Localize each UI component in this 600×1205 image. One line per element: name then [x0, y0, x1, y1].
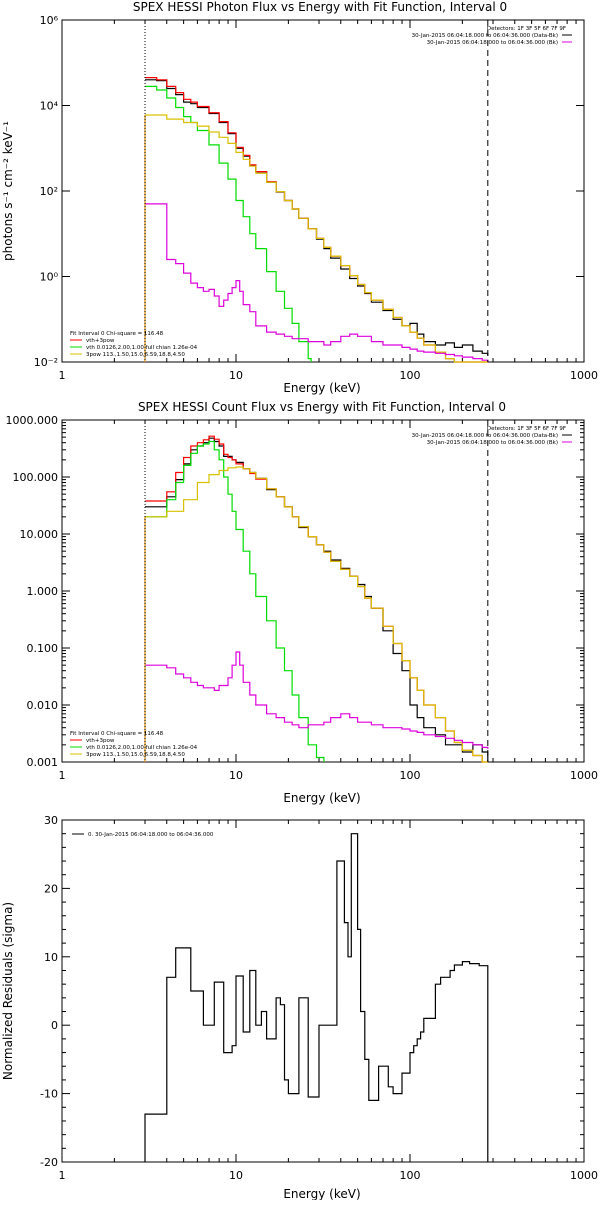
x-tick-label: 1000 [570, 1169, 598, 1182]
x-tick-label: 1000 [570, 369, 598, 382]
legend-bottom: Fit Interval 0 Chi-square = 116.48 vth+3… [70, 731, 198, 758]
y-tick-label: 20 [44, 882, 58, 895]
legend-entry-data-bk: 30-Jan-2015 06:04:18.000 to 06:04:36.000… [412, 433, 558, 439]
energy-range-markers [144, 20, 489, 362]
series-red-line [145, 435, 488, 763]
x-tick-label: 10 [229, 369, 243, 382]
y-tick-label: 10 [44, 951, 58, 964]
y-axis-label: Normalized Residuals (sigma) [1, 902, 15, 1080]
series-green-line [145, 440, 325, 762]
series-red-line [145, 77, 488, 363]
series-magenta-line [145, 651, 489, 749]
legend-entry-vth: vth 0.0126,2.00,1.00 full chian 1.26e-04 [86, 345, 198, 351]
x-tick-label: 1 [59, 769, 66, 782]
series-group [144, 435, 489, 763]
y-tick-labels: 10⁻² 10⁰ 10² 10⁴ 10⁶ [34, 14, 584, 369]
series-green-line [145, 85, 312, 362]
count-flux-title: SPEX HESSI Count Flux vs Energy with Fit… [138, 400, 506, 414]
legend-entry-3pow: 3pow 113.,1.50,15.0,6.59,18.8,4.50 [86, 352, 185, 358]
x-axis-label: Energy (keV) [283, 1187, 360, 1200]
series-black-line [145, 79, 489, 356]
count-flux-panel: SPEX HESSI Count Flux vs Energy with Fit… [6, 400, 599, 805]
legend-entry-3pow: 3pow 113.,1.50,15.0,6.59,18.8,4.50 [86, 752, 185, 758]
y-tick-labels: 0.001 0.010 0.100 1.000 10.000 100.000 1000.00… [6, 414, 584, 769]
y-tick-label: 0.010 [27, 699, 59, 712]
y-tick-label: 30 [44, 814, 58, 827]
legend-detectors: Detectors: 1F 3F 5F 6F 7F 9F [487, 426, 566, 432]
y-tick-label: 1.000 [27, 585, 59, 598]
legend-entry-vth3pow: vth+3pow [86, 338, 115, 344]
y-tick-label: 1000.000 [6, 414, 59, 427]
y-tick-label: 10⁶ [40, 14, 59, 27]
y-tick-label: 10⁰ [40, 271, 59, 284]
legend-top: Detectors: 1F 3F 5F 6F 7F 9F 30-Jan-2015… [412, 26, 572, 46]
x-tick-labels: 1 10 100 1000 [59, 420, 598, 782]
plot-frame [61, 19, 585, 363]
x-tick-label: 1 [59, 369, 66, 382]
legend-entry-vth: vth 0.0126,2.00,1.00 full chian 1.26e-04 [86, 745, 198, 751]
legend-top: Detectors: 1F 3F 5F 6F 7F 9F 30-Jan-2015… [412, 426, 572, 446]
x-tick-labels: 1 10 100 1000 [59, 820, 598, 1182]
y-tick-label: 10² [40, 185, 58, 198]
x-tick-label: 1000 [570, 769, 598, 782]
x-tick-label: 1 [59, 1169, 66, 1182]
x-tick-labels: 1 10 100 1000 [59, 20, 598, 382]
y-tick-label: 0 [51, 1019, 58, 1032]
x-tick-label: 10 [229, 1169, 243, 1182]
y-tick-label: 0.100 [27, 642, 59, 655]
series-black-line [145, 437, 489, 762]
series-group [144, 833, 489, 1162]
legend-top: 0. 30-Jan-2015 06:04:18.000 to 06:04:36.… [72, 832, 214, 838]
legend-entry-residuals: 0. 30-Jan-2015 06:04:18.000 to 06:04:36.… [88, 832, 214, 838]
legend-entry-bk: 30-Jan-2015 06:04:18.000 to 06:04:36.000… [427, 440, 558, 446]
photon-flux-panel: SPEX HESSI Photon Flux vs Energy with Fi… [1, 0, 598, 395]
x-tick-label: 10 [229, 769, 243, 782]
y-tick-label: -10 [40, 1088, 58, 1101]
x-axis-label: Energy (keV) [283, 791, 360, 805]
x-axis-label: Energy (keV) [283, 381, 360, 395]
legend-entry-data-bk: 30-Jan-2015 06:04:18.000 to 06:04:36.000… [412, 33, 558, 39]
legend-entry-bk: 30-Jan-2015 06:04:18.000 to 06:04:36.000… [427, 40, 558, 46]
y-axis-label: photons s⁻¹ cm⁻² keV⁻¹ [1, 121, 15, 261]
photon-flux-title: SPEX HESSI Photon Flux vs Energy with Fi… [133, 0, 507, 14]
x-tick-label: 100 [400, 369, 421, 382]
y-tick-label: 10.000 [20, 528, 59, 541]
series-magenta-line [145, 203, 489, 362]
plot-frame [61, 819, 585, 1163]
fit-interval-info: Fit Interval 0 Chi-square = 116.48 [70, 731, 164, 737]
plot-frame [61, 419, 585, 763]
y-tick-labels: -20 -10 0 10 20 30 [40, 814, 584, 1169]
fit-interval-info: Fit Interval 0 Chi-square = 116.48 [70, 331, 164, 337]
energy-range-markers [144, 420, 489, 762]
x-tick-label: 100 [400, 1169, 421, 1182]
x-tick-label: 100 [400, 769, 421, 782]
legend-detectors: Detectors: 1F 3F 5F 6F 7F 9F [487, 26, 566, 32]
legend-entry-vth3pow: vth+3pow [86, 738, 115, 744]
series-group [144, 77, 489, 363]
y-tick-label: 100.000 [13, 471, 59, 484]
series-yellow-line [145, 466, 488, 763]
y-tick-label: 0.001 [27, 756, 59, 769]
series-yellow-line [145, 114, 488, 363]
y-tick-label: -20 [40, 1156, 58, 1169]
series-black-line [144, 833, 489, 1162]
legend-bottom: Fit Interval 0 Chi-square = 116.48 vth+3… [70, 331, 198, 358]
y-tick-label: 10⁴ [40, 100, 59, 113]
residuals-panel: -20 -10 0 10 20 30 1 10 100 1000 Normalized Resi… [1, 814, 598, 1201]
y-tick-label: 10⁻² [34, 356, 58, 369]
